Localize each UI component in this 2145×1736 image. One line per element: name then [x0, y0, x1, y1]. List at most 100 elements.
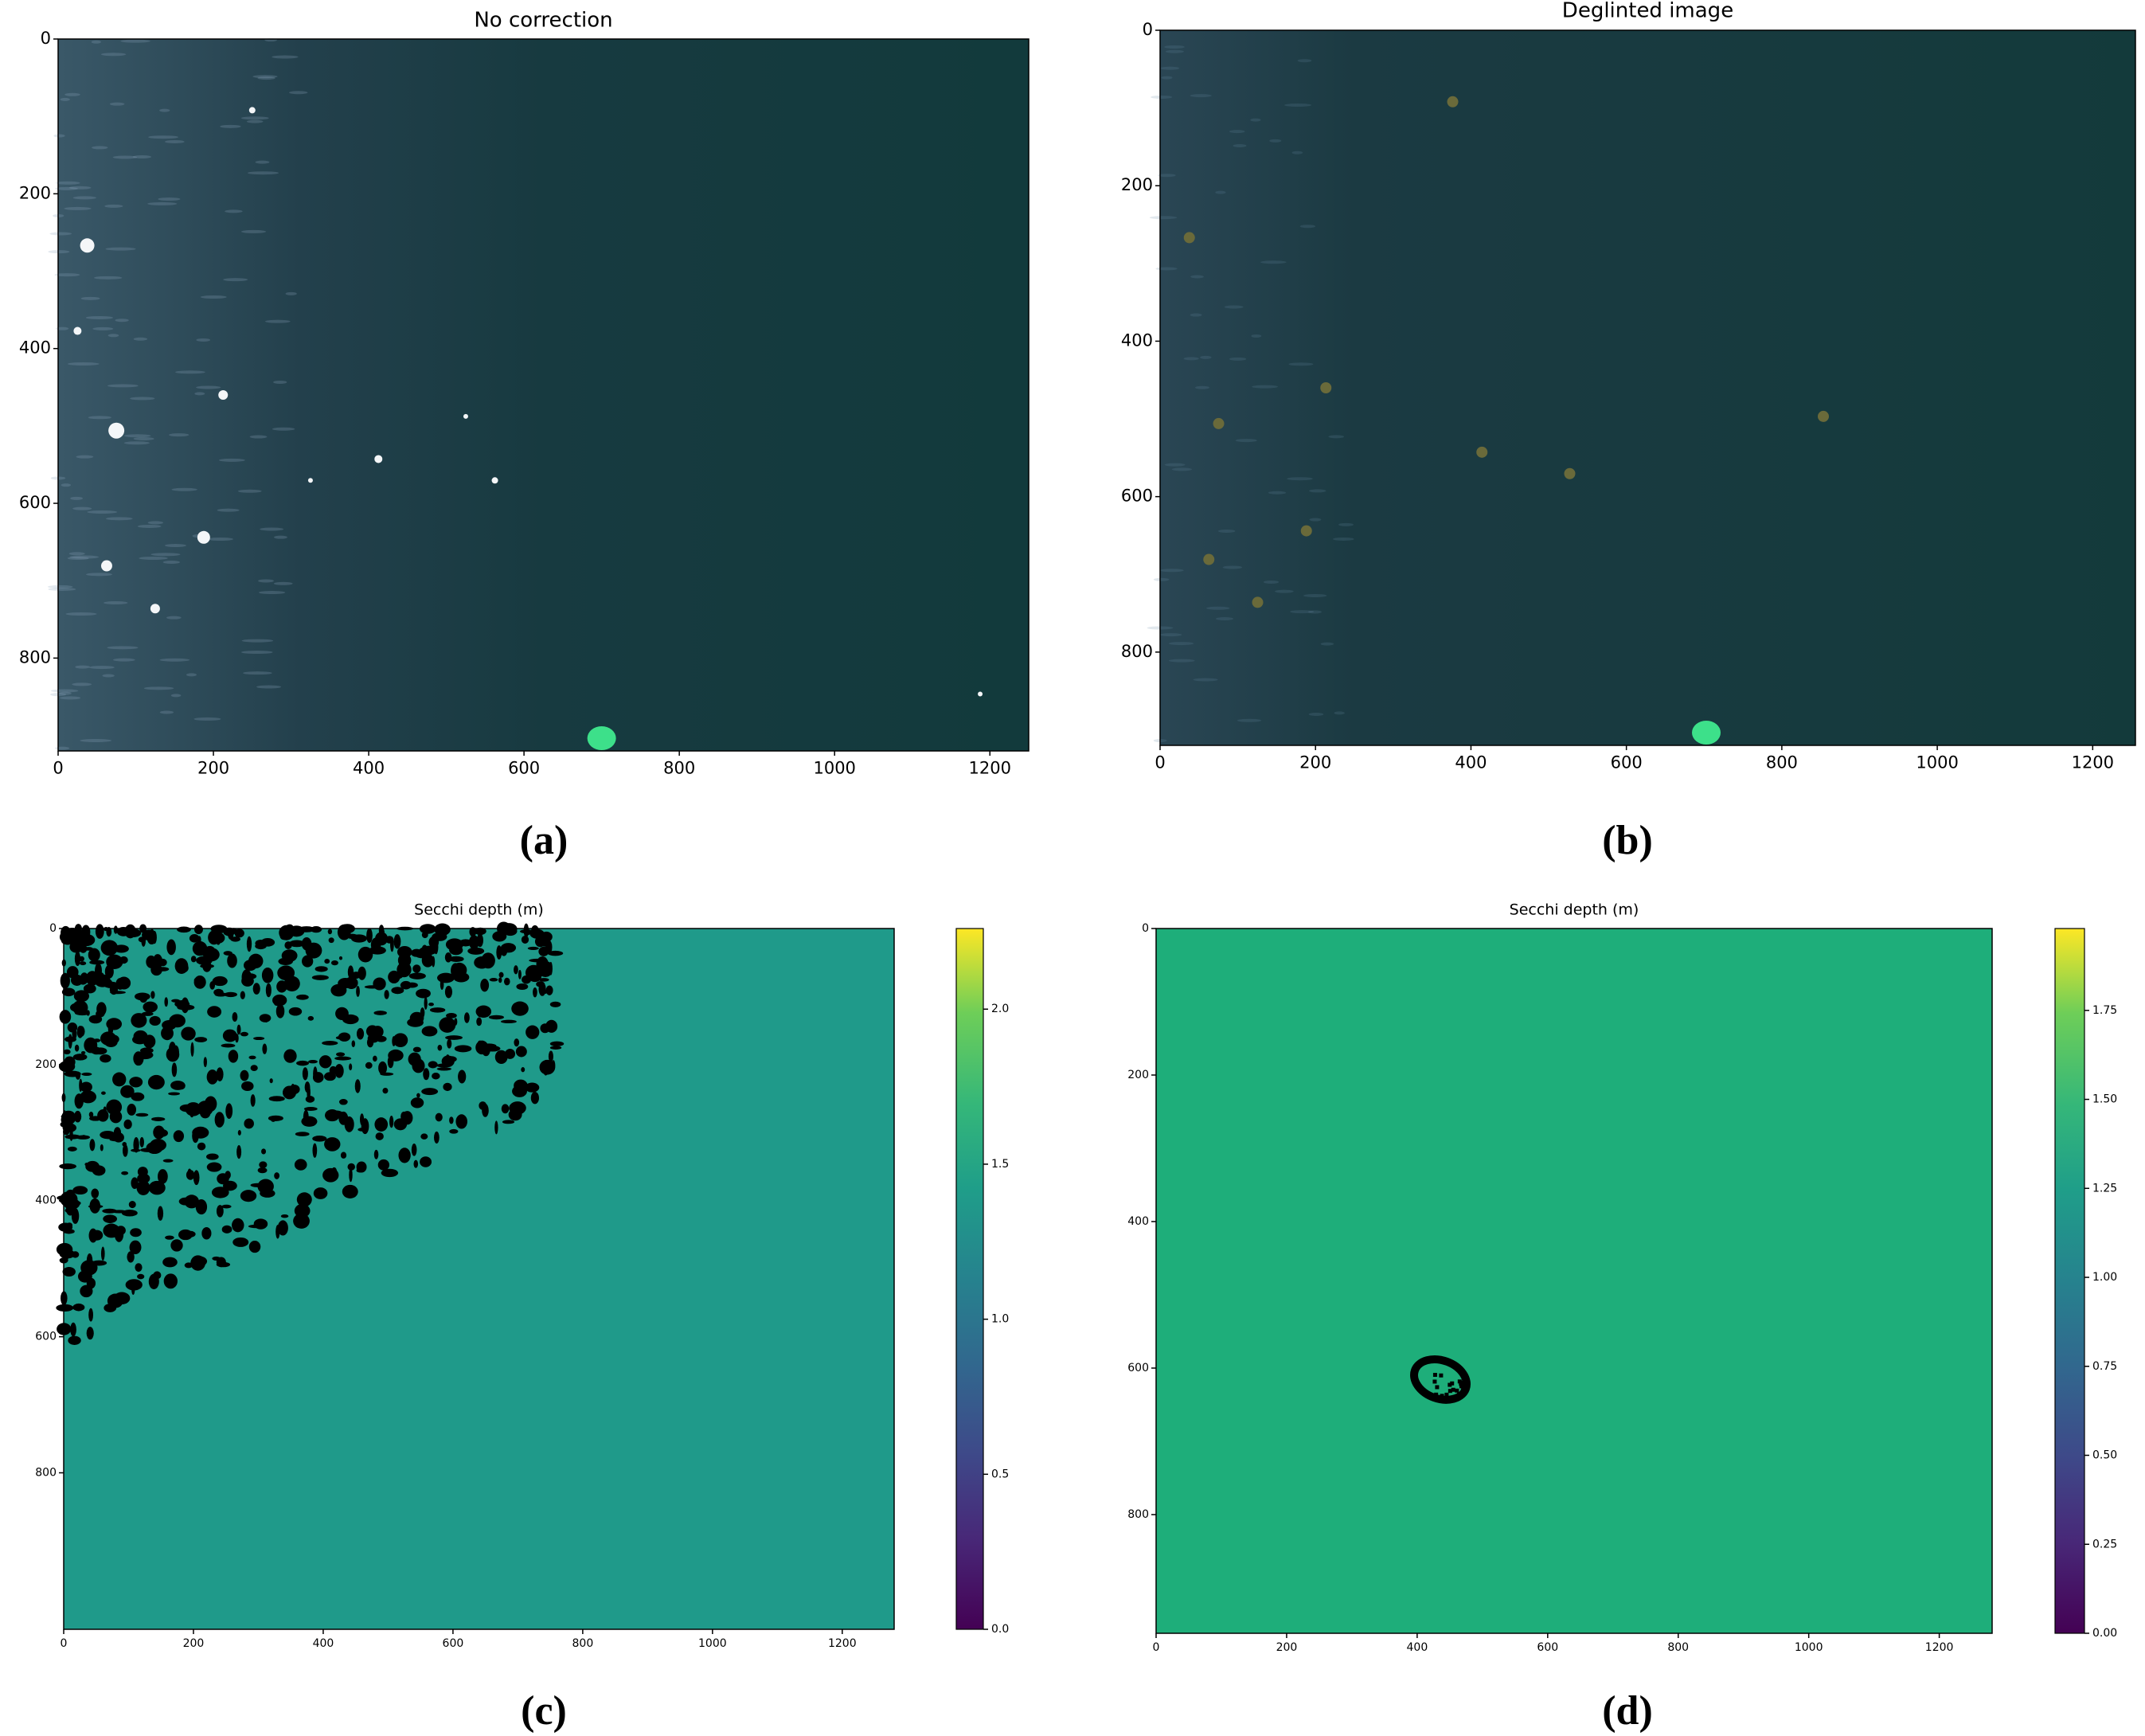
speckle [278, 957, 293, 965]
glint-streak [240, 229, 267, 233]
speckle [449, 1128, 459, 1134]
colorbar-tick-label: 1.0 [991, 1313, 1009, 1326]
glint-streak [166, 616, 182, 620]
x-tick-label: 200 [1299, 753, 1331, 772]
glint-streak [164, 544, 186, 548]
glint-streak [258, 591, 286, 595]
wave-streak [1328, 435, 1345, 439]
speckle [96, 1010, 105, 1018]
speckle [89, 1116, 102, 1121]
speckle [476, 1017, 483, 1026]
speckle [101, 1091, 106, 1095]
speckle [373, 1055, 377, 1062]
speckle [428, 1002, 434, 1007]
speckle [222, 1029, 237, 1042]
speckle [301, 937, 312, 951]
speckle [158, 958, 167, 967]
axes-frame [63, 928, 895, 1630]
glint-streak [137, 524, 162, 528]
glint-streak [69, 555, 100, 559]
speckle [335, 1036, 346, 1040]
speckle [373, 1149, 379, 1159]
speckle [303, 1106, 318, 1111]
wave-streak [1320, 642, 1334, 646]
glint-streak [67, 557, 89, 561]
speckle [81, 1072, 92, 1077]
glint-streak [246, 119, 264, 123]
glint-streak [200, 295, 227, 299]
speckle [79, 961, 87, 966]
speckle [68, 1335, 81, 1345]
speckle [185, 1230, 196, 1237]
speckle [296, 1060, 310, 1066]
speckle [340, 1151, 347, 1159]
speckle [212, 976, 228, 987]
speckle [545, 985, 553, 995]
speckle [344, 1116, 354, 1132]
speckle [540, 969, 551, 977]
speckle [225, 1103, 233, 1120]
speckle [323, 1072, 336, 1081]
glint-streak [53, 134, 65, 138]
speckle [522, 975, 532, 984]
speckle [369, 946, 386, 955]
speckle [533, 987, 537, 998]
speckle [250, 1065, 258, 1071]
speckle [407, 1018, 424, 1027]
speckle [361, 1118, 369, 1135]
glint [218, 390, 229, 400]
y-tick-label: 600 [1127, 1362, 1149, 1374]
glint-streak [112, 658, 135, 662]
speckle [302, 955, 314, 968]
wave-streak [1190, 313, 1202, 317]
speckle [63, 1198, 80, 1210]
speckle [189, 934, 200, 943]
speckle [178, 1197, 192, 1206]
panel-label: (c) [521, 1688, 567, 1734]
wave-streak [1284, 103, 1312, 107]
speckle [88, 1204, 104, 1209]
speckle [177, 1081, 186, 1090]
wave-streak [1288, 362, 1314, 366]
speckle [498, 972, 504, 978]
wave-streak [1215, 617, 1234, 621]
glint-streak [150, 553, 181, 557]
speckle [63, 1049, 71, 1055]
x-tick-label: 600 [1611, 753, 1643, 772]
speckle [100, 940, 119, 956]
wave-streak [1251, 334, 1262, 338]
speckle [93, 1038, 101, 1042]
glint-streak [193, 717, 221, 721]
wave-streak [1190, 94, 1212, 98]
speckle [59, 1010, 72, 1024]
speckle [540, 940, 549, 947]
speckle [505, 1048, 516, 1059]
speckle [482, 1104, 489, 1117]
speckle [423, 1068, 430, 1081]
speckle [313, 1187, 328, 1199]
wave-streak [1291, 151, 1303, 154]
speckle [421, 1026, 438, 1037]
colorbar-tick-label: 0.0 [991, 1623, 1009, 1636]
speckle [288, 1085, 300, 1095]
speckle [190, 1042, 194, 1057]
glint-streak [85, 573, 113, 577]
speckle [1463, 1382, 1467, 1387]
speckle [88, 948, 100, 962]
wave-streak [1158, 174, 1176, 178]
speckle [72, 1054, 88, 1061]
speckle [103, 1214, 118, 1223]
speckle [216, 1205, 224, 1218]
speckle [193, 925, 203, 935]
glint-residue [1183, 232, 1195, 244]
speckle [358, 966, 366, 980]
speckle [181, 997, 189, 1014]
wave-streak [1229, 130, 1245, 134]
speckle [330, 960, 338, 966]
speckle [311, 975, 329, 980]
speckle [358, 946, 373, 963]
y-tick-label: 400 [35, 1194, 57, 1207]
speckle [135, 1112, 149, 1117]
speckle [141, 1011, 154, 1016]
